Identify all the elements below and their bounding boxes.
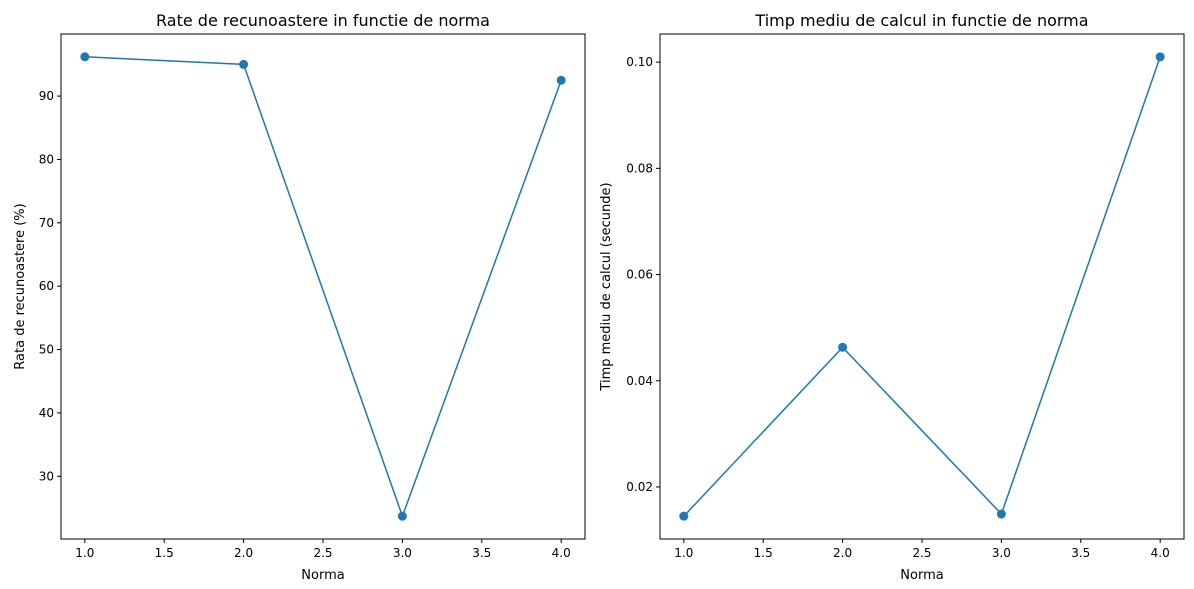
y-tick-label: 0.08: [626, 161, 653, 175]
chart-title: Rate de recunoastere in functie de norma: [156, 11, 490, 30]
y-tick-label: 0.10: [626, 55, 653, 69]
y-tick-label: 40: [39, 406, 54, 420]
x-axis-label: Norma: [900, 568, 943, 583]
data-point: [80, 52, 90, 62]
chart-compute-time: Timp mediu de calcul in functie de norma…: [599, 11, 1185, 583]
data-point: [679, 511, 689, 521]
data-point: [1155, 52, 1165, 62]
x-axis-label: Norma: [301, 568, 344, 583]
y-axis-label: Rata de recunoastere (%): [13, 203, 28, 369]
chart-title: Timp mediu de calcul in functie de norma: [754, 11, 1088, 30]
y-tick-label: 90: [39, 89, 54, 103]
x-tick-label: 2.0: [234, 546, 253, 560]
y-tick-label: 60: [39, 279, 54, 293]
data-point: [397, 511, 407, 521]
y-tick-label: 0.02: [626, 480, 653, 494]
series-line: [84, 56, 562, 519]
y-ticks: 30 40 50 60 70 80 90: [39, 89, 61, 483]
plot-area: [60, 33, 586, 540]
data-point: [556, 75, 566, 85]
x-tick-label: 2.5: [912, 546, 931, 560]
x-tick-label: 2.0: [833, 546, 852, 560]
x-tick-label: 2.5: [313, 546, 332, 560]
y-ticks: 0.02 0.04 0.06 0.08 0.10: [626, 55, 660, 494]
y-tick-label: 50: [39, 343, 54, 357]
x-tick-label: 3.5: [1071, 546, 1090, 560]
y-axis-label: Timp mediu de calcul (secunde): [599, 182, 614, 391]
x-tick-label: 1.0: [75, 546, 94, 560]
data-point: [996, 509, 1006, 519]
data-point: [838, 342, 848, 352]
data-point: [239, 59, 249, 69]
x-tick-label: 3.0: [992, 546, 1011, 560]
x-tick-label: 1.0: [674, 546, 693, 560]
x-ticks: 1.0 1.5 2.0 2.5 3.0 3.5 4.0: [75, 539, 571, 560]
series-line: [683, 56, 1161, 517]
x-tick-label: 4.0: [552, 546, 571, 560]
y-tick-label: 30: [39, 469, 54, 483]
y-tick-label: 80: [39, 152, 54, 166]
x-tick-label: 3.0: [393, 546, 412, 560]
x-tick-label: 3.5: [472, 546, 491, 560]
plot-area: [659, 33, 1185, 540]
y-tick-label: 0.04: [626, 374, 653, 388]
x-tick-label: 1.5: [155, 546, 174, 560]
series-layer: [80, 52, 566, 521]
y-tick-label: 0.06: [626, 268, 653, 282]
chart-recognition-rate: Rate de recunoastere in functie de norma…: [13, 11, 586, 583]
x-tick-label: 4.0: [1151, 546, 1170, 560]
series-layer: [679, 52, 1165, 521]
x-tick-label: 1.5: [754, 546, 773, 560]
x-ticks: 1.0 1.5 2.0 2.5 3.0 3.5 4.0: [674, 539, 1170, 560]
y-tick-label: 70: [39, 216, 54, 230]
